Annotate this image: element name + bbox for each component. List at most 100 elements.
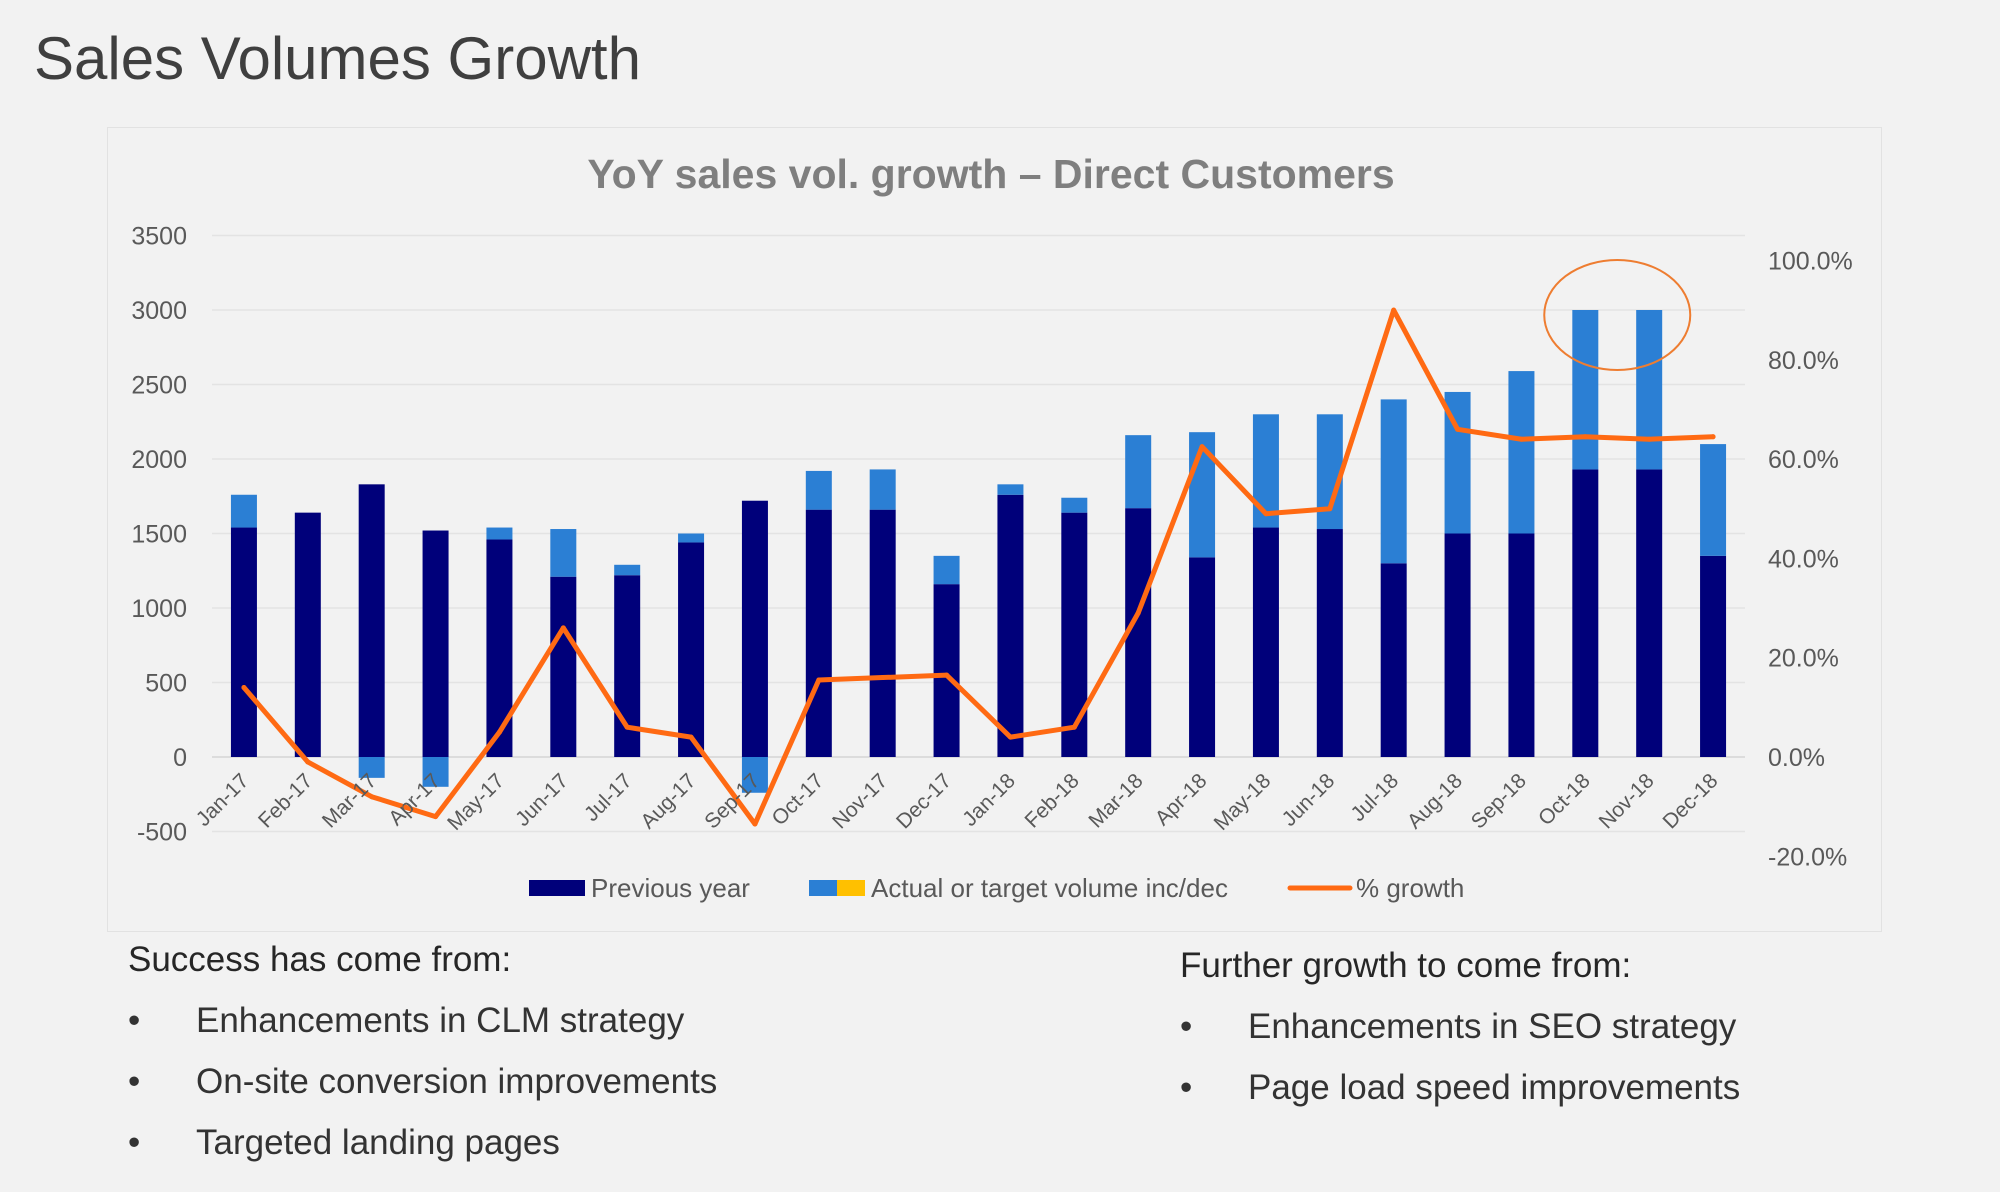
list-item-text: Targeted landing pages [196, 1123, 560, 1162]
bar-volume-change [614, 564, 641, 576]
growth-point [816, 677, 822, 683]
x-tick-label: Mar-17 [318, 769, 381, 832]
x-tick-label: Oct-18 [1534, 769, 1595, 830]
growth-point [752, 821, 758, 827]
bar-previous-year [1061, 512, 1088, 757]
bar-previous-year [230, 527, 257, 757]
growth-point [305, 759, 311, 765]
y-right-tick-label: 20.0% [1768, 645, 1839, 673]
further-growth-list: • Enhancements in SEO strategy • Page load… [1180, 996, 1980, 1118]
x-tick-label: Feb-18 [1021, 769, 1084, 832]
bar-previous-year [1572, 469, 1599, 757]
success-notes: Success has come from: • Enhancements in … [128, 940, 1128, 1173]
bar-previous-year [997, 494, 1024, 757]
bar-previous-year [1189, 557, 1216, 757]
legend: Previous year Actual or target volume inc… [529, 873, 1464, 903]
bar-previous-year [294, 512, 321, 757]
bar-previous-year [422, 530, 449, 757]
bar-previous-year [1508, 533, 1535, 757]
bar-previous-year [805, 509, 832, 757]
y-right-tick-label: 80.0% [1768, 347, 1839, 375]
bar-previous-year [741, 500, 768, 757]
x-tick-label: May-17 [443, 769, 509, 835]
y-left-tick-label: -500 [137, 819, 187, 847]
list-item: • Enhancements in CLM strategy [128, 990, 1128, 1051]
success-heading: Success has come from: [128, 940, 512, 979]
x-tick-label: Aug-17 [636, 769, 700, 833]
gridlines [212, 234, 1745, 833]
bar-volume-change [358, 757, 385, 778]
y-left-tick-label: 1500 [131, 521, 187, 549]
y-right-tick-label: 40.0% [1768, 545, 1839, 573]
legend-swatch-volume-dec [837, 880, 865, 896]
bar-volume-change [486, 527, 513, 540]
legend-label-volume-change: Actual or target volume inc/dec [871, 873, 1228, 903]
bar-previous-year [869, 509, 896, 757]
x-tick-label: Jan-17 [192, 769, 254, 831]
bar-volume-change [1508, 371, 1535, 534]
growth-point [560, 625, 566, 631]
growth-point [1646, 436, 1652, 442]
y-right-tick-label: 100.0% [1768, 248, 1853, 276]
y-left-tick-label: 2000 [131, 446, 187, 474]
growth-line [241, 259, 1716, 827]
y-right-tick-label: -20.0% [1768, 843, 1847, 871]
x-tick-label: Aug-18 [1403, 769, 1467, 833]
list-item: • Page load speed improvements [1180, 1057, 1980, 1118]
bullet-icon: • [128, 1123, 141, 1162]
bar-volume-change [422, 757, 449, 787]
growth-point [1071, 724, 1077, 730]
bar-volume-change [997, 484, 1024, 495]
bar-previous-year [358, 484, 385, 757]
x-tick-label: Jan-18 [958, 769, 1020, 831]
list-item-text: On-site conversion improvements [196, 1062, 718, 1101]
bar-volume-change [933, 555, 960, 585]
bar-volume-change [1252, 414, 1279, 528]
x-tick-label: Feb-17 [254, 769, 317, 832]
growth-point [369, 794, 375, 800]
list-item-text: Enhancements in SEO strategy [1248, 1007, 1737, 1046]
bar-volume-change [1125, 435, 1152, 509]
list-item-text: Page load speed improvements [1248, 1068, 1741, 1107]
bullet-icon: • [1180, 1007, 1193, 1046]
bars [230, 310, 1727, 793]
bar-volume-change [741, 757, 768, 793]
bar-previous-year [933, 584, 960, 757]
y-right-tick-label: 0.0% [1768, 744, 1825, 772]
growth-point [1007, 734, 1013, 740]
growth-point [496, 729, 502, 735]
x-tick-label: Sep-18 [1467, 769, 1531, 833]
bar-volume-change [1700, 444, 1727, 556]
growth-point [1518, 436, 1524, 442]
growth-point [880, 675, 886, 681]
bar-previous-year [486, 539, 513, 757]
legend-label-growth: % growth [1356, 873, 1464, 903]
bullet-icon: • [1180, 1068, 1193, 1107]
growth-point [1135, 610, 1141, 616]
y-right-tick-label: 60.0% [1768, 446, 1839, 474]
growth-point [688, 734, 694, 740]
list-item: • Enhancements in SEO strategy [1180, 996, 1980, 1057]
growth-point [624, 724, 630, 730]
y-left-tick-label: 0 [173, 744, 187, 772]
x-tick-label: Apr-17 [384, 769, 445, 830]
growth-point [1391, 307, 1397, 313]
growth-point [1327, 506, 1333, 512]
list-item-text: Enhancements in CLM strategy [196, 1001, 685, 1040]
bar-volume-change [678, 533, 705, 543]
further-growth-notes: Further growth to come from: • Enhancemen… [1180, 946, 1980, 1118]
x-tick-label: Dec-18 [1658, 769, 1722, 833]
bar-volume-change [869, 469, 896, 510]
bullet-icon: • [128, 1001, 141, 1040]
x-tick-label: Jul-17 [580, 769, 637, 826]
bar-previous-year [550, 576, 577, 757]
x-tick-label: Jun-17 [511, 769, 573, 831]
growth-point [241, 684, 247, 690]
growth-point [1710, 434, 1716, 440]
bar-previous-year [1252, 527, 1279, 757]
success-list: • Enhancements in CLM strategy • On-site c… [128, 990, 1128, 1173]
growth-point [1263, 511, 1269, 517]
bar-previous-year [1444, 533, 1471, 757]
highlight-ellipse [1543, 259, 1692, 371]
bar-previous-year [1316, 529, 1343, 757]
